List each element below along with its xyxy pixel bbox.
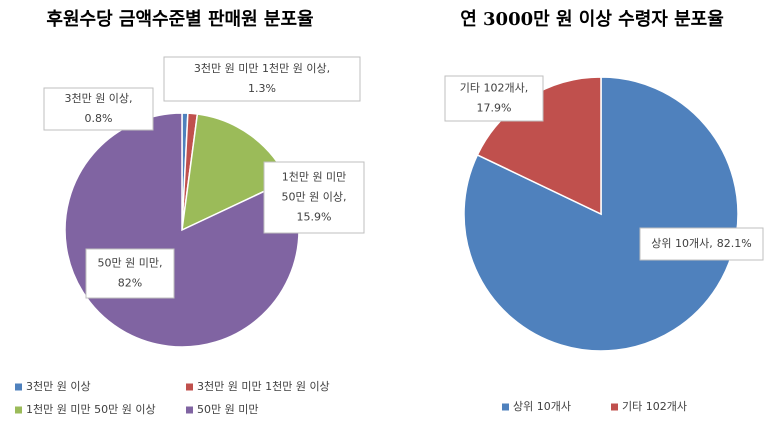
legend-swatch	[15, 383, 22, 391]
legend-label: 1천만 원 미만 50만 원 이상	[26, 402, 156, 416]
data-label-box	[444, 75, 544, 122]
legend-swatch	[502, 403, 509, 411]
data-label-box	[639, 227, 764, 261]
legend-swatch	[611, 403, 618, 411]
data-label-name: 상위 10개사,	[651, 237, 712, 250]
legend-label: 상위 10개사	[513, 400, 571, 413]
chart-title: 연 3000만 원 이상 수령자 분포율	[460, 9, 724, 30]
data-label-value: 15.9%	[297, 211, 332, 224]
data-label-name: 기타 102개사,	[460, 82, 528, 95]
legend-label: 기타 102개사	[622, 400, 687, 413]
data-label-name: 1천만 원 미만	[282, 170, 347, 184]
data-label-value: 82.1%	[717, 237, 752, 250]
legend-label: 3천만 원 이상	[26, 379, 91, 393]
data-label-box	[263, 161, 365, 234]
legend-swatch	[186, 383, 193, 391]
data-label-name: 3천만 원 미만 1천만 원 이상,	[194, 61, 330, 75]
data-label-name: 50만 원 이상,	[282, 191, 347, 204]
data-label-box	[43, 87, 154, 131]
data-label-box	[85, 248, 175, 299]
chart-title: 후원수당 금액수준별 판매원 분포율	[46, 9, 313, 30]
data-label-value: 17.9%	[477, 102, 512, 115]
data-label-value: 82%	[118, 277, 142, 290]
data-label-value: 0.8%	[85, 112, 113, 125]
data-label-box	[163, 56, 361, 102]
data-label-name: 50만 원 미만,	[98, 257, 163, 270]
legend-label: 3천만 원 미만 1천만 원 이상	[197, 379, 330, 393]
legend-label: 50만 원 미만	[197, 403, 258, 416]
data-label-name: 3천만 원 이상,	[64, 91, 132, 105]
data-label-value: 1.3%	[248, 82, 276, 95]
legend-swatch	[15, 406, 22, 414]
data-label: 상위 10개사, 82.1%	[651, 237, 751, 250]
legend-swatch	[186, 406, 193, 414]
